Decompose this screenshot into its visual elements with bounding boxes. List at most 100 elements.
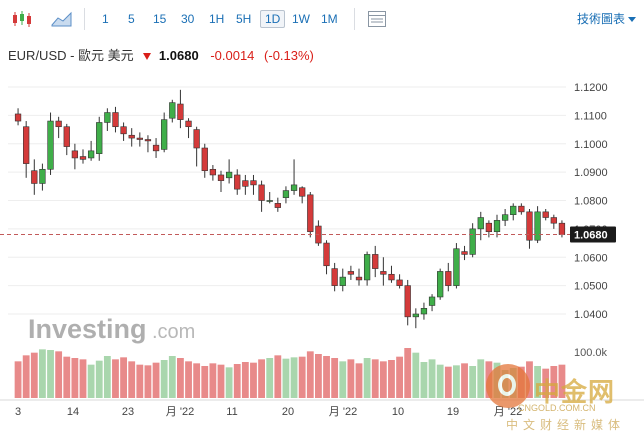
volume-bar (71, 358, 79, 398)
candlestick-icon[interactable] (10, 9, 34, 29)
interval-1m[interactable]: 1M (321, 12, 338, 26)
candle-body (461, 251, 468, 255)
candle-body (404, 285, 411, 318)
volume-bar (355, 363, 363, 398)
candle-body (299, 187, 306, 197)
cngold-logo-icon (486, 364, 530, 408)
candle-body (31, 170, 38, 184)
candle-body (485, 222, 493, 233)
volume-bar (120, 357, 127, 398)
volume-bar (347, 359, 355, 398)
investing-watermark: Investing .com (28, 314, 195, 344)
volume-bar (87, 364, 95, 398)
candle-body (274, 203, 281, 208)
volume-bar (461, 363, 468, 398)
candle-body (518, 205, 525, 213)
candle-body (169, 102, 176, 119)
volume-bar (363, 358, 371, 398)
volume-bar (152, 362, 160, 398)
candle-body (550, 217, 557, 224)
candle-body (177, 103, 184, 120)
interval-1h[interactable]: 1H (209, 12, 225, 26)
area-chart-icon[interactable] (50, 9, 74, 29)
candle-body (396, 279, 403, 286)
volume-bar (477, 359, 485, 398)
interval-5min[interactable]: 5 (128, 12, 135, 26)
volume-bar (136, 364, 144, 398)
candle-body (388, 273, 395, 281)
volume-bar (193, 363, 201, 398)
candle-body (290, 184, 298, 191)
x-tick-label: 月 '22 (329, 406, 357, 418)
candle-body (234, 174, 241, 190)
cngold-watermark-brand: 中金网 (534, 377, 616, 407)
investing-watermark-suffix: .com (152, 321, 195, 343)
volume-bar (185, 361, 192, 398)
candle-body (558, 222, 566, 235)
candle-body (526, 211, 533, 241)
volume-bar (233, 364, 241, 398)
volume-bar (339, 361, 347, 398)
volume-bar (258, 359, 265, 398)
volume-bar (274, 355, 282, 398)
interval-5h[interactable]: 5H (236, 12, 252, 26)
volume-bar (177, 358, 184, 398)
volume-bar (266, 358, 274, 398)
candle-body (347, 271, 355, 275)
candle-body (363, 254, 371, 281)
interval-1d[interactable]: 1D (260, 10, 286, 28)
volume-bar (371, 359, 379, 398)
volume-bar (306, 351, 314, 398)
chart-toolbar: 1 5 15 30 1H 5H 1D 1W 1M 技術圖表 (0, 0, 644, 36)
candle-body (144, 139, 152, 142)
candle-body (282, 190, 290, 198)
candle-body (412, 313, 419, 318)
candle-body (250, 180, 257, 186)
volume-bar (95, 360, 103, 398)
volume-bar (30, 352, 38, 398)
candle-body (193, 129, 200, 149)
last-price-box (570, 226, 616, 243)
candle-body (201, 147, 208, 172)
tech-chart-link[interactable]: 技術圖表 (577, 10, 636, 27)
candle-body (14, 113, 22, 122)
interval-15min[interactable]: 15 (153, 12, 167, 26)
volume-bar (526, 361, 533, 398)
volume-bar (103, 356, 111, 398)
interval-30min[interactable]: 30 (181, 12, 195, 26)
volume-bar (534, 366, 541, 398)
interval-1w[interactable]: 1W (292, 12, 310, 26)
price-change-percent: (-0.13%) (264, 48, 314, 63)
volume-bar (396, 356, 403, 398)
x-tick-label: 3 (15, 406, 21, 418)
volume-bar (168, 356, 176, 398)
cngold-watermark-sub: 中文财经新媒体 (506, 418, 626, 432)
volume-bar (323, 356, 330, 398)
volume-bar (412, 352, 420, 398)
y-tick-label: 1.0400 (574, 309, 608, 321)
interval-1min[interactable]: 1 (102, 12, 109, 26)
candle-body (209, 168, 217, 176)
candle-body (47, 120, 54, 170)
candle-body (63, 126, 70, 147)
table-view-icon[interactable] (366, 9, 388, 29)
x-tick-label: 月 '22 (166, 406, 194, 418)
candle-body (380, 271, 387, 275)
volume-bar (250, 362, 257, 398)
investing-watermark-text: Investing (28, 314, 147, 344)
candle-body (453, 248, 460, 286)
candle-body (501, 214, 509, 221)
volume-bar (290, 357, 298, 398)
instrument-name: EUR/USD - 歐元 美元 (8, 48, 134, 63)
volume-bar (542, 368, 550, 398)
candle-body (104, 112, 111, 123)
x-tick-label: 23 (122, 406, 134, 418)
candle-body (469, 228, 476, 255)
y-tick-label: 1.0600 (574, 252, 608, 264)
candle-body (136, 137, 143, 140)
y-tick-label: 1.0800 (574, 196, 608, 208)
last-price-tag: 1.0680 (574, 230, 608, 242)
volume-bar (144, 365, 152, 398)
candle-body (355, 276, 363, 281)
